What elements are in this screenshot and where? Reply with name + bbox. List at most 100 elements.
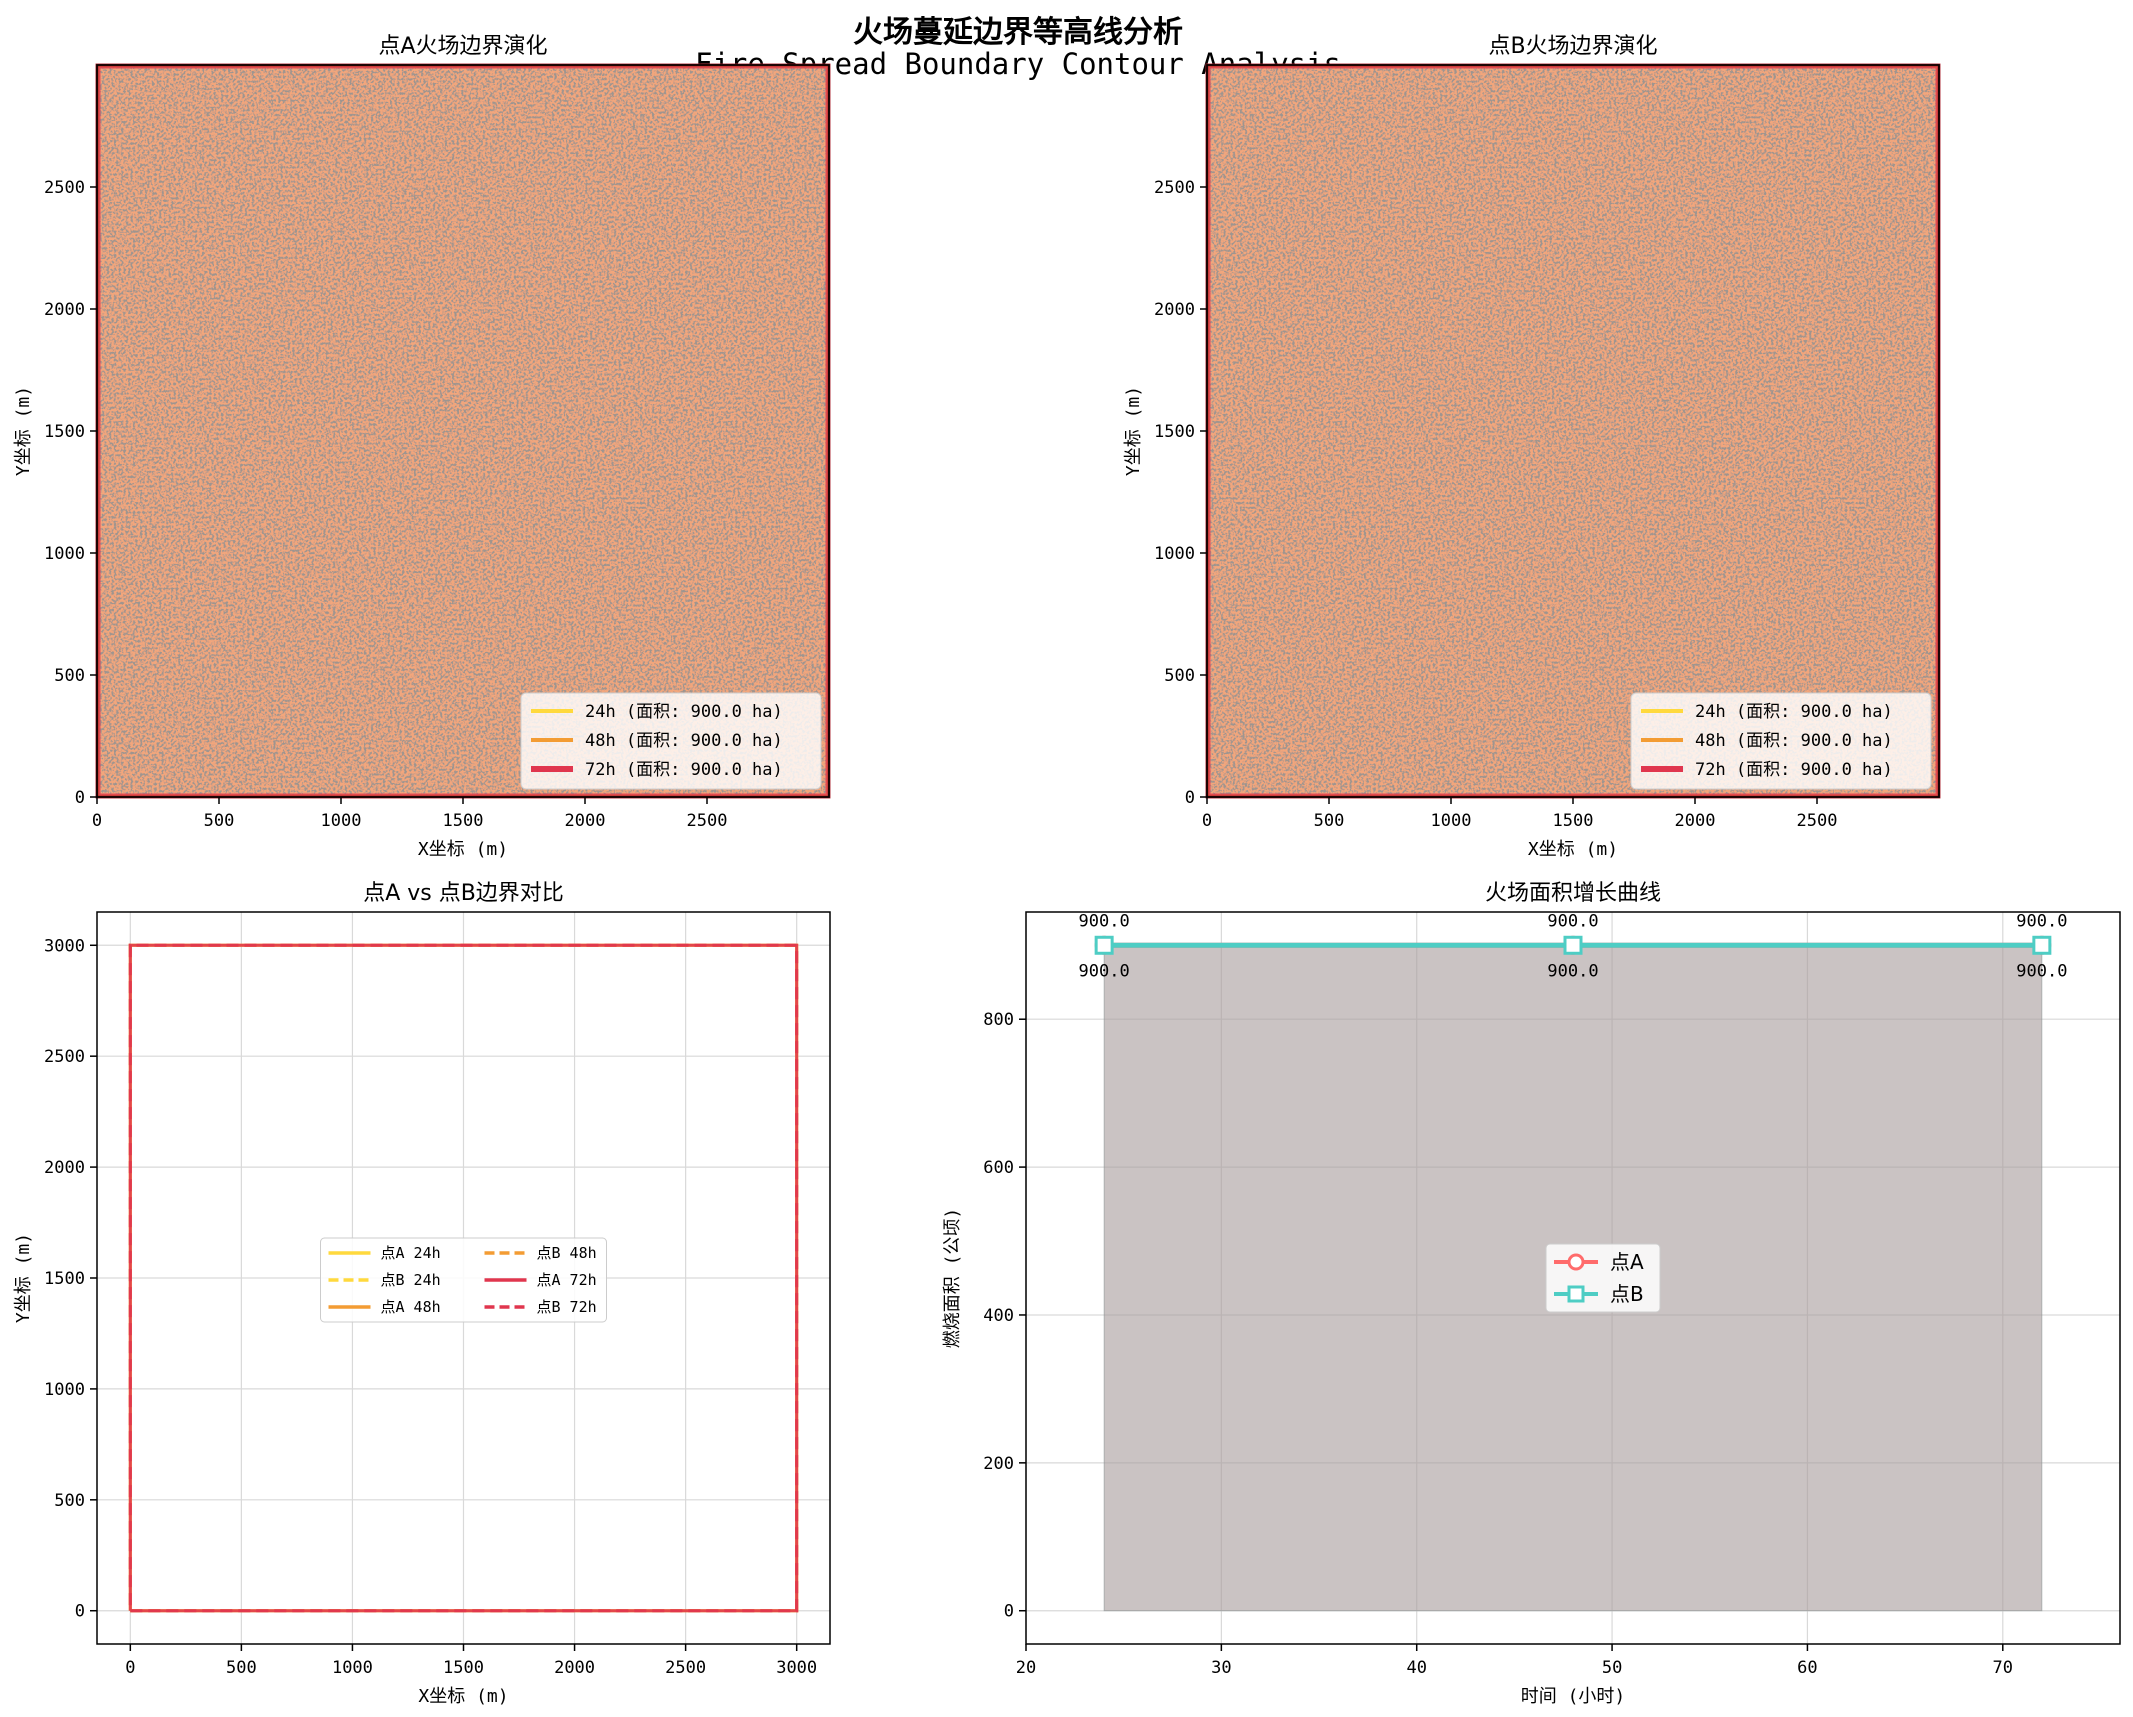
y-tick-label: 1500: [1154, 422, 1195, 442]
legend-marker-0: [1567, 1253, 1585, 1271]
y-tick-label: 3000: [44, 936, 85, 956]
panel-fire-map-a: 0 500 1000 1500 2000 2500 0 500 1000 1500 2000 2500…: [13, 34, 831, 860]
legend-label-2: 点A 48h: [381, 1298, 441, 1316]
x-tick-label: 1000: [1431, 811, 1472, 831]
legend-label-2: 72h (面积: 900.0 ha): [585, 760, 783, 780]
panel-fire-map-b: 0 500 1000 1500 2000 2500 0 500 1000 1500 2000 2500…: [1123, 34, 1941, 860]
y-tick-label: 2500: [44, 1047, 85, 1067]
y-tick-label: 400: [983, 1306, 1014, 1326]
x-axis-label: X坐标 (m): [1528, 839, 1618, 860]
series-point-1: [1563, 935, 1583, 955]
legend: 24h (面积: 900.0 ha) 48h (面积: 900.0 ha) 72h …: [520, 692, 822, 790]
data-label-1: 900.0: [1547, 911, 1598, 931]
legend: 点A 点B: [1545, 1243, 1661, 1313]
x-tick-label: 70: [1993, 1658, 2013, 1678]
x-tick-label: 50: [1602, 1658, 1622, 1678]
y-tick-label: 2000: [44, 1158, 85, 1178]
y-tick-label: 1500: [44, 1269, 85, 1289]
x-tick-label: 2500: [1797, 811, 1838, 831]
burned-area-texture: [1207, 65, 1939, 797]
x-tick-label: 40: [1406, 1658, 1426, 1678]
legend: 点A 24h 点B 24h 点A 48h 点B 48h 点A 72h 点B 72h: [320, 1237, 607, 1323]
data-label-1: 900.0: [1079, 911, 1130, 931]
y-tick-label: 0: [75, 1602, 85, 1622]
x-tick-label: 1500: [443, 1658, 484, 1678]
legend-label-1: 48h (面积: 900.0 ha): [1695, 731, 1893, 751]
legend-label-1: 点B: [1610, 1282, 1644, 1306]
y-tick-label: 2000: [1154, 300, 1195, 320]
boundary-line-5: [128, 943, 799, 1613]
axes-title: 点B火场边界演化: [1488, 34, 1657, 59]
legend-box: [320, 1237, 607, 1323]
y-tick-label: 0: [75, 788, 85, 808]
y-tick-label: 1000: [1154, 544, 1195, 564]
data-label-0: 900.0: [1079, 961, 1130, 981]
legend-marker-1: [1567, 1285, 1585, 1303]
x-tick-label: 20: [1016, 1658, 1036, 1678]
y-axis-label: Y坐标 (m): [13, 1233, 34, 1323]
y-axis-label: Y坐标 (m): [1123, 386, 1144, 476]
data-label-0: 900.0: [1547, 961, 1598, 981]
y-tick-label: 2500: [44, 178, 85, 198]
x-tick-label: 500: [1314, 811, 1345, 831]
x-axis-label: X坐标 (m): [418, 1686, 508, 1707]
legend-label-1: 48h (面积: 900.0 ha): [585, 731, 783, 751]
x-tick-label: 500: [204, 811, 235, 831]
y-tick-label: 2500: [1154, 178, 1195, 198]
series-point-1: [2032, 935, 2052, 955]
y-tick-label: 0: [1185, 788, 1195, 808]
figure-title-cn: 火场蔓延边界等高线分析: [853, 15, 1183, 50]
legend: 24h (面积: 900.0 ha) 48h (面积: 900.0 ha) 72h …: [1630, 692, 1932, 790]
y-tick-label: 1000: [44, 1380, 85, 1400]
y-tick-label: 800: [983, 1010, 1014, 1030]
legend-label-1: 点B 24h: [381, 1271, 441, 1289]
y-axis-label: 燃烧面积 (公顷): [942, 1208, 963, 1349]
x-tick-label: 0: [1202, 811, 1212, 831]
panel-boundary-comparison: 0 500 1000 1500 2000 2500 3000 0 500 1000 1500 2000…: [13, 881, 831, 1707]
y-tick-label: 0: [1004, 1602, 1014, 1622]
y-tick-label: 500: [54, 1491, 85, 1511]
axes-title: 火场面积增长曲线: [1485, 881, 1661, 906]
x-tick-label: 2000: [554, 1658, 595, 1678]
x-tick-label: 500: [226, 1658, 257, 1678]
axes-frame: [96, 911, 831, 1645]
axes-frame: [1025, 911, 2121, 1645]
x-tick-label: 2000: [1675, 811, 1716, 831]
legend-label-0: 点A: [1610, 1250, 1644, 1274]
y-tick-label: 500: [1164, 666, 1195, 686]
x-tick-label: 0: [125, 1658, 135, 1678]
axes-frame: [96, 64, 830, 798]
series-point-1: [1094, 935, 1114, 955]
axes-title: 点A vs 点B边界对比: [363, 881, 564, 906]
x-axis-label: X坐标 (m): [418, 839, 508, 860]
y-tick-label: 500: [54, 666, 85, 686]
legend-label-0: 24h (面积: 900.0 ha): [585, 702, 783, 722]
x-tick-label: 3000: [776, 1658, 817, 1678]
legend-label-4: 点A 72h: [537, 1271, 597, 1289]
data-label-0: 900.0: [2016, 961, 2067, 981]
legend-label-0: 点A 24h: [381, 1244, 441, 1262]
burned-area-texture: [97, 65, 829, 797]
x-tick-label: 2000: [565, 811, 606, 831]
x-tick-label: 1000: [332, 1658, 373, 1678]
x-tick-label: 1500: [443, 811, 484, 831]
y-tick-label: 200: [983, 1454, 1014, 1474]
x-tick-label: 2500: [687, 811, 728, 831]
legend-label-3: 点B 48h: [537, 1244, 597, 1262]
y-tick-label: 2000: [44, 300, 85, 320]
y-axis-label: Y坐标 (m): [13, 386, 34, 476]
legend-label-5: 点B 72h: [537, 1298, 597, 1316]
legend-label-2: 72h (面积: 900.0 ha): [1695, 760, 1893, 780]
x-tick-label: 1000: [321, 811, 362, 831]
legend-label-0: 24h (面积: 900.0 ha): [1695, 702, 1893, 722]
legend-box: [520, 692, 822, 790]
x-tick-label: 30: [1211, 1658, 1231, 1678]
y-tick-label: 600: [983, 1158, 1014, 1178]
x-tick-label: 0: [92, 811, 102, 831]
data-label-1: 900.0: [2016, 911, 2067, 931]
x-tick-label: 1500: [1553, 811, 1594, 831]
y-tick-label: 1500: [44, 422, 85, 442]
x-axis-label: 时间 (小时): [1521, 1686, 1626, 1707]
